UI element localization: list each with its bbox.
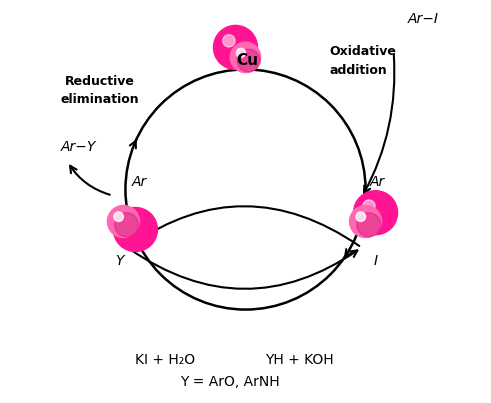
Circle shape (108, 206, 139, 237)
Text: Cu: Cu (237, 53, 258, 68)
Text: Ar: Ar (132, 175, 147, 189)
Circle shape (237, 49, 260, 72)
Text: elimination: elimination (60, 93, 139, 106)
Text: I: I (374, 253, 378, 268)
Text: KI + H₂O: KI + H₂O (136, 353, 195, 367)
Circle shape (357, 213, 381, 237)
Circle shape (350, 206, 382, 237)
Circle shape (356, 212, 366, 222)
Text: Y = ArO, ArNH: Y = ArO, ArNH (180, 376, 279, 389)
Text: Y: Y (115, 253, 124, 268)
Circle shape (236, 48, 246, 57)
Circle shape (123, 217, 135, 229)
Circle shape (223, 35, 235, 47)
Text: addition: addition (329, 64, 387, 77)
Text: YH + KOH: YH + KOH (265, 353, 334, 367)
Text: Reductive: Reductive (64, 75, 135, 88)
Circle shape (114, 213, 138, 237)
Circle shape (363, 200, 375, 212)
Circle shape (114, 212, 123, 222)
Circle shape (354, 191, 398, 235)
Text: Ar: Ar (370, 175, 385, 189)
Text: Ar−I: Ar−I (408, 12, 439, 27)
Circle shape (230, 42, 261, 73)
Text: Oxidative: Oxidative (329, 45, 396, 58)
Circle shape (214, 25, 257, 69)
Circle shape (113, 208, 158, 251)
Text: Ar−Y: Ar−Y (60, 141, 96, 154)
